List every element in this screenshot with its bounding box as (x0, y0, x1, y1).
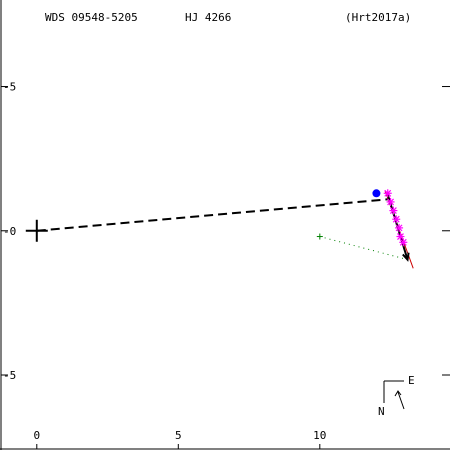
reference-code: (Hrt2017a) (345, 11, 411, 24)
measurement-stroke (389, 207, 397, 215)
motion-arrowhead (402, 252, 410, 262)
measurement-point (395, 223, 404, 232)
y-tick-label: -5 (3, 81, 16, 94)
compass-north-label: N (378, 405, 385, 418)
compass-motion-arrow (397, 391, 405, 410)
x-tick-label: 0 (33, 429, 40, 442)
y-tick-label: -0 (3, 225, 16, 238)
plot-marks (25, 189, 414, 269)
discoverer-designation: HJ 4266 (185, 11, 231, 24)
compass: E N (378, 374, 415, 418)
wds-identifier: WDS 09548-5205 (45, 11, 138, 24)
measurement-stroke (392, 215, 400, 223)
measurement-stroke (384, 189, 392, 197)
measurement-stroke (399, 238, 407, 246)
x-tick-label: 10 (313, 429, 326, 442)
y-tick-label: -5 (3, 369, 16, 382)
measurement-stroke (395, 224, 403, 232)
compass-arrowhead (394, 390, 402, 397)
measurement-point (389, 206, 398, 215)
compass-east-label: E (408, 374, 415, 387)
ephemeris-position (372, 189, 381, 198)
first-observation-link (319, 236, 408, 261)
measurement-point (399, 238, 408, 247)
measurement-point (392, 215, 401, 224)
measurement-stroke (387, 198, 394, 206)
orbit-connector-line (36, 198, 391, 232)
axis-ticks: 0 5 10 -5 -0 -5 (1, 81, 450, 449)
measurement-point (386, 197, 395, 206)
x-tick-label: 5 (175, 429, 182, 442)
measurement-point (383, 189, 392, 198)
measurement-stroke (397, 233, 404, 240)
